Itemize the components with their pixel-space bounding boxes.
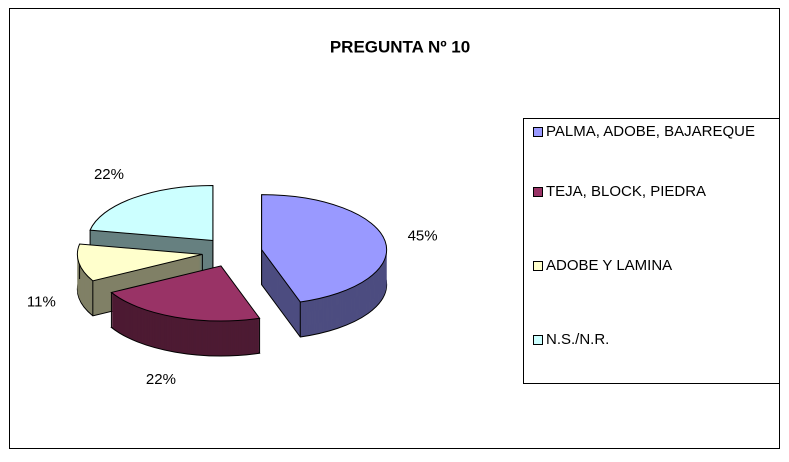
data-label: 11% [27, 294, 56, 311]
legend-label: ADOBE Y LAMINA [546, 257, 672, 274]
legend-label: N.S./N.R. [546, 331, 609, 348]
slice-top [76, 243, 203, 282]
pie-slice [110, 265, 261, 357]
legend-label: PALMA, ADOBE, BAJAREQUE [546, 123, 755, 140]
chart-title: PREGUNTA Nº 10 [330, 37, 470, 56]
slice-top [261, 194, 388, 303]
data-label: 22% [146, 371, 176, 388]
data-label: 22% [94, 166, 124, 183]
legend-box [523, 118, 780, 384]
legend-label: TEJA, BLOCK, PIEDRA [546, 183, 706, 200]
legend-swatch [533, 187, 543, 197]
slice-top [89, 184, 214, 241]
data-label: 45% [408, 227, 438, 244]
legend-swatch [533, 335, 543, 345]
legend-swatch [533, 127, 543, 137]
pie-slice [261, 194, 388, 338]
slice-top [110, 265, 261, 322]
legend-swatch [533, 261, 543, 271]
